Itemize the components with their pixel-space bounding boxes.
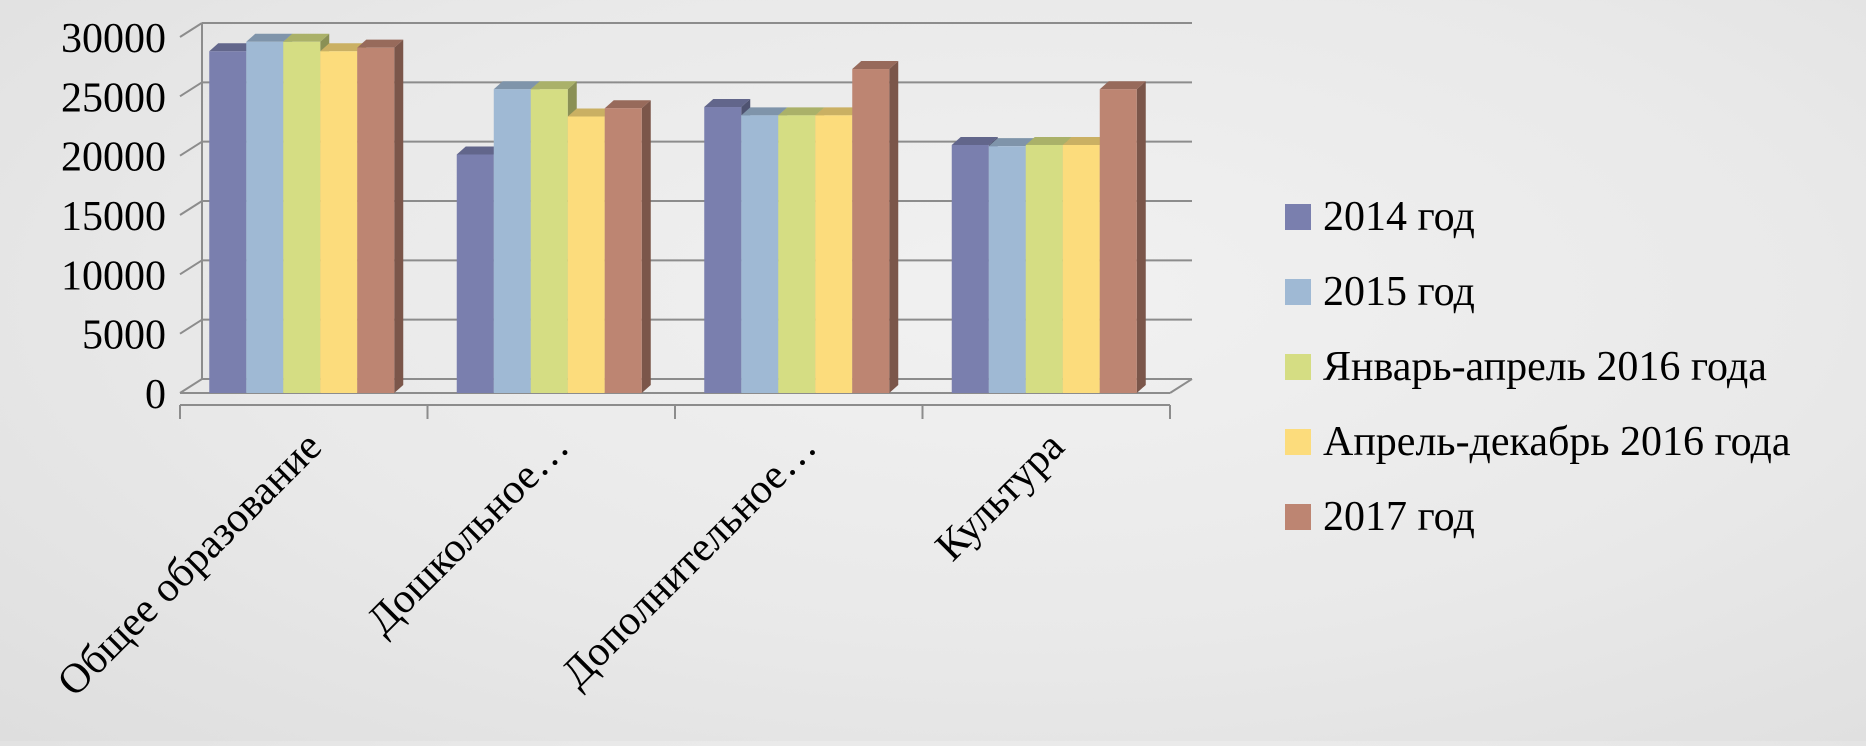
bar-top [778, 107, 825, 116]
bar-top [704, 99, 751, 108]
x-category-label: Культура [927, 423, 1074, 570]
gridline-side [179, 378, 203, 394]
bar-front [1025, 144, 1063, 393]
bar-front [604, 108, 642, 393]
x-category-label: Дополнительное… [553, 424, 826, 697]
bar-top [283, 33, 330, 42]
bar-side [394, 39, 404, 394]
gridline-side [179, 259, 203, 276]
gridline-side [179, 140, 203, 157]
bar-top [530, 81, 577, 90]
bar-top [988, 138, 1035, 147]
bar-front [567, 116, 605, 394]
y-tick-label: 30000 [61, 16, 166, 62]
bar-top [567, 108, 614, 117]
legend-swatch [1285, 504, 1311, 530]
bar-top [357, 39, 404, 48]
x-category-label: Дошкольное… [358, 424, 578, 644]
legend-swatch [1285, 204, 1311, 230]
bar-top [1099, 81, 1146, 90]
bar-front [209, 51, 247, 394]
floor-right-edge [1169, 378, 1193, 394]
bar-front [951, 144, 989, 393]
legend: 2014 год 2015 год Январь-апрель 2016 года А… [1285, 194, 1791, 540]
legend-label: 2017 год [1323, 494, 1475, 540]
bars-layer [209, 33, 1146, 394]
legend-swatch [1285, 354, 1311, 380]
bar [357, 39, 404, 394]
legend-label: 2014 год [1323, 194, 1475, 240]
bar [852, 61, 899, 393]
bar-front [320, 51, 358, 394]
bar-front [778, 115, 816, 393]
y-tick-label: 15000 [61, 194, 166, 240]
gridline-side [179, 318, 203, 335]
bar-top [493, 81, 540, 90]
bar-side [1136, 81, 1146, 394]
gridline-side [179, 81, 203, 98]
bar-side [641, 100, 651, 393]
bar-top [320, 43, 367, 52]
bar [604, 100, 651, 393]
legend-swatch [1285, 429, 1311, 455]
bar-top [1025, 136, 1072, 145]
bar-top [246, 33, 293, 42]
bar-top [1062, 136, 1109, 145]
legend-label: Январь-апрель 2016 года [1323, 344, 1767, 390]
bar-front [530, 89, 568, 394]
bar-front [283, 41, 321, 393]
bar-top [456, 146, 503, 155]
bar-front [1062, 144, 1100, 393]
bar-side [889, 61, 899, 393]
gridline-side [179, 22, 203, 38]
bar-top [815, 107, 862, 116]
bar-top [852, 61, 899, 70]
y-tick-label: 10000 [61, 253, 166, 299]
y-tick-label: 0 [145, 372, 166, 418]
legend-swatch [1285, 279, 1311, 305]
gridline-side [179, 200, 203, 216]
bar-front [456, 154, 494, 393]
bar-front [741, 115, 779, 393]
y-tick-label: 25000 [61, 75, 166, 121]
legend-label: 2015 год [1323, 269, 1475, 315]
y-axis: 0 5000 10000 15000 20000 25000 30000 [61, 16, 166, 418]
bar-front [704, 107, 742, 393]
y-tick-label: 5000 [82, 313, 166, 359]
legend-label: Апрель-декабрь 2016 года [1323, 419, 1791, 465]
bar-top [951, 136, 998, 145]
bar-top [741, 107, 788, 116]
bar-front [493, 89, 531, 394]
bar-top [209, 43, 256, 52]
bar-front [815, 115, 853, 393]
x-axis: Общее образование Дошкольное…Дополнительн… [49, 404, 1171, 706]
bar-front [852, 69, 890, 393]
bar [1099, 81, 1146, 394]
y-tick-label: 20000 [61, 135, 166, 181]
bar-front [357, 47, 395, 394]
bar-front [988, 146, 1026, 393]
bar-front [1099, 89, 1137, 394]
x-category-label: Общее образование [49, 424, 331, 706]
bar-front [246, 41, 284, 393]
bar-top [604, 100, 651, 109]
